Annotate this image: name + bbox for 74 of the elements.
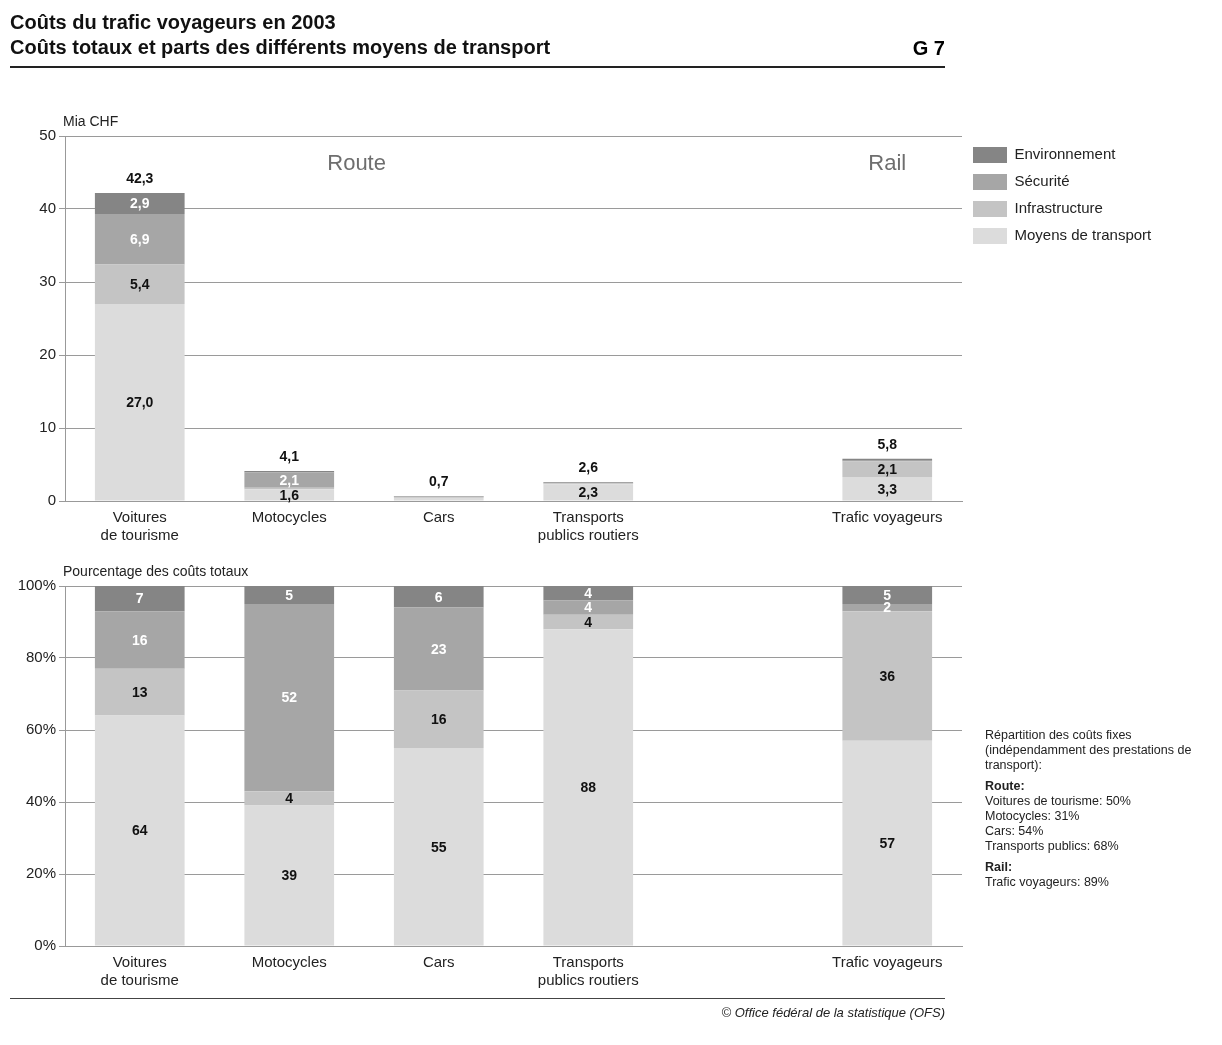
x-tick-label: Transports publics routiers — [537, 953, 639, 989]
text: Rail: — [985, 860, 1013, 874]
data-label: 4 — [584, 599, 593, 616]
data-label: 2,3 — [578, 484, 599, 501]
total-label: 5,8 — [877, 435, 898, 452]
text: © Office fédéral de la statistique (OFS) — [10, 998, 945, 1020]
y-axis-title: Pourcentage des coûts totaux — [63, 562, 249, 579]
data-label: 88 — [580, 779, 597, 796]
data-label: 2,1 — [279, 472, 300, 489]
data-label: 57 — [879, 835, 896, 852]
annotation: Route — [327, 150, 386, 176]
data-label: 5,4 — [130, 276, 150, 293]
data-label: 39 — [281, 867, 298, 884]
data-label: 2,9 — [130, 195, 150, 212]
data-label: 6,9 — [130, 231, 150, 248]
data-label: 16 — [430, 711, 447, 728]
data-label: 36 — [879, 667, 896, 684]
y-tick-label: 0% — [34, 936, 56, 954]
annotation: Rail — [868, 150, 907, 176]
x-tick-label: Cars — [422, 508, 455, 526]
text: Cars: 54% — [985, 824, 1044, 838]
y-tick-label: 80% — [25, 648, 56, 666]
total-label: 2,6 — [578, 458, 599, 475]
y-tick-label: 50 — [39, 126, 56, 144]
y-tick-label: 60% — [25, 720, 56, 738]
data-label: 23 — [430, 640, 447, 657]
text: Répartition des coûts fixes (indépendamment des prestations de transport): — [985, 728, 1192, 772]
x-tick-label: Transports publics routiers — [537, 508, 639, 544]
legend-label: Infrastructure — [1014, 199, 1103, 217]
x-tick-label: Motocycles — [251, 953, 327, 971]
y-tick-label: 40 — [39, 199, 56, 217]
data-label: 13 — [131, 684, 148, 701]
total-label: 42,3 — [126, 169, 154, 186]
text: Transports publics: 68% — [985, 839, 1119, 853]
data-label: 2,1 — [877, 461, 898, 478]
data-label: 5 — [285, 586, 294, 603]
data-label: 52 — [281, 689, 298, 706]
x-tick-label: Cars — [422, 953, 455, 971]
y-tick-label: 30 — [39, 272, 56, 290]
y-tick-label: 20 — [39, 345, 56, 363]
text: Voitures de tourisme: 50% — [985, 794, 1131, 808]
x-tick-label: Trafic voyageurs — [832, 508, 943, 526]
total-label: 4,1 — [279, 447, 300, 464]
text: Route: — [985, 779, 1025, 793]
data-label: 7 — [135, 590, 144, 607]
x-tick-label: Voitures de tourisme — [100, 508, 179, 544]
legend-label: Environnement — [1014, 145, 1117, 163]
y-tick-label: 20% — [25, 864, 56, 882]
y-tick-label: 10 — [39, 418, 56, 436]
data-label: 3,3 — [877, 480, 898, 497]
legend-label: Sécurité — [1014, 172, 1070, 190]
data-label: 55 — [430, 838, 447, 855]
y-tick-label: 40% — [25, 792, 56, 810]
total-label: 0,7 — [429, 472, 449, 489]
y-tick-label: 100% — [17, 576, 56, 594]
y-tick-label: 0 — [47, 491, 56, 509]
data-label: 6 — [434, 588, 443, 605]
chart-subtitle: Coûts totaux et parts des différents moyens de transport — [10, 36, 551, 58]
data-label: 1,6 — [279, 486, 300, 503]
y-axis-title: Mia CHF — [63, 112, 119, 129]
legend-label: Moyens de transport — [1014, 226, 1153, 244]
chart-title: Coûts du trafic voyageurs en 2003 — [10, 10, 337, 35]
x-tick-label: Trafic voyageurs — [832, 953, 943, 971]
data-label: 4 — [584, 585, 593, 602]
x-tick-label: Voitures de tourisme — [100, 953, 179, 989]
data-label: 16 — [131, 631, 148, 648]
data-label: 64 — [131, 822, 148, 839]
data-label: 4 — [584, 613, 593, 630]
x-tick-label: Motocycles — [251, 508, 327, 526]
text: Motocycles: 31% — [985, 809, 1080, 823]
data-label: 27,0 — [126, 394, 154, 411]
text: G 7 — [912, 37, 945, 60]
text: Trafic voyageurs: 89% — [985, 875, 1109, 889]
data-label: 4 — [285, 790, 294, 807]
